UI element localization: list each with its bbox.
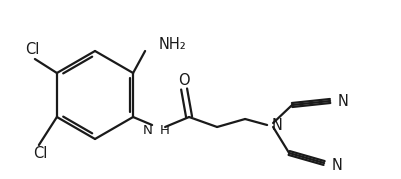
Text: N: N <box>271 117 282 132</box>
Text: Cl: Cl <box>32 146 47 161</box>
Text: H: H <box>160 124 170 137</box>
Text: NH₂: NH₂ <box>159 37 186 52</box>
Text: N: N <box>337 93 348 108</box>
Text: N: N <box>331 158 342 173</box>
Text: O: O <box>178 72 189 88</box>
Text: Cl: Cl <box>24 42 39 57</box>
Text: N: N <box>143 124 153 137</box>
